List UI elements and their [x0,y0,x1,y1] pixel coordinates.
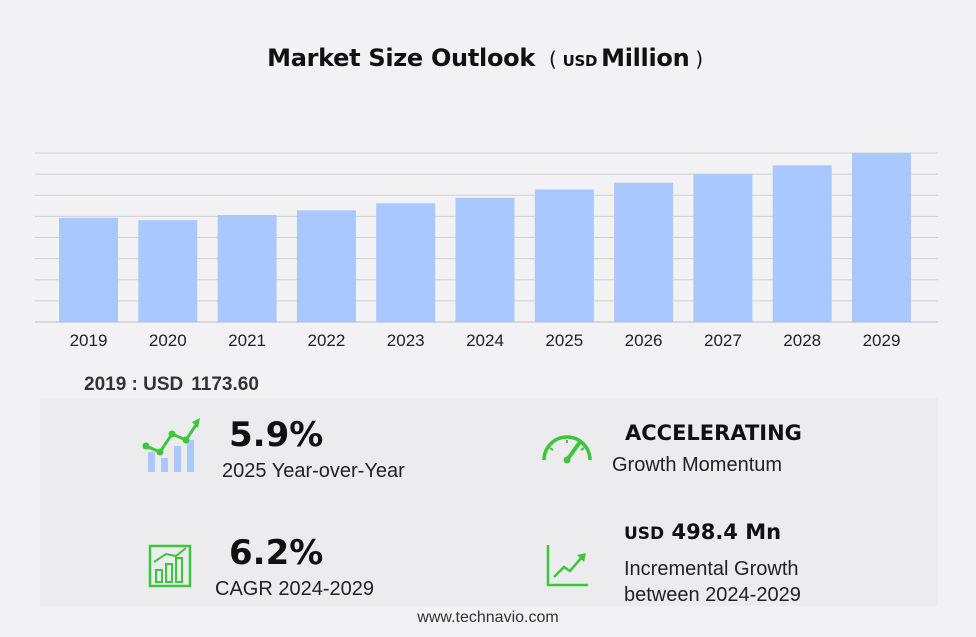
bar-2021 [217,215,277,322]
tick-label-2027: 2027 [704,331,742,350]
bar-2022 [296,210,356,322]
yoy-label: 2025 Year-over-Year [222,460,405,482]
tick-label-2025: 2025 [545,331,583,350]
cagr-value: 6.2% [229,533,324,573]
bar-2026 [614,182,674,322]
unit-close-paren: ) [695,47,703,71]
incremental-prefix: USD [624,524,665,544]
momentum-value: ACCELERATING [625,421,802,445]
tick-label-2019: 2019 [70,331,108,350]
unit-open-paren: ( [549,47,557,71]
base-year-label: 2019 : USD [84,374,184,395]
bar-2023 [376,203,436,322]
incremental-label-line2: between 2024-2029 [624,584,801,606]
bar-2028 [772,165,832,322]
trend-line-icon [546,545,588,587]
tick-label-2023: 2023 [387,331,425,350]
tick-label-2020: 2020 [149,331,187,350]
incremental-value: USD 498.4 Mn [624,520,781,544]
bars [59,153,911,322]
speedometer-icon [542,435,592,464]
bar-growth-icon [148,544,192,588]
chart-title: Market Size Outlook ( USD Million) [0,44,976,72]
bar-2027 [693,174,753,322]
tick-label-2022: 2022 [307,331,345,350]
base-year-value: 2019 : USD 1173.60 [84,374,259,396]
title-text: Market Size Outlook [267,44,535,72]
bar-2019 [59,217,118,322]
footer-site: www.technavio.com [417,609,559,626]
growth-chart-icon [142,418,200,472]
unit-prefix: USD [562,52,598,70]
bar-2029 [852,153,911,322]
tick-label-2021: 2021 [228,331,266,350]
unit-label: Million [601,44,690,72]
bar-2024 [455,197,515,322]
tick-label-2024: 2024 [466,331,504,350]
incremental-number: 498.4 Mn [671,520,782,544]
bar-2020 [138,220,198,322]
momentum-label: Growth Momentum [612,454,783,476]
tick-label-2026: 2026 [625,331,663,350]
incremental-label-line1: Incremental Growth [624,558,799,580]
tick-label-2029: 2029 [863,331,901,350]
bar-chart: 2019 2020 2021 2022 2023 2024 2025 2026 2027 2028… [35,152,938,350]
cagr-label: CAGR 2024-2029 [215,578,374,600]
bar-2025 [534,189,594,322]
tick-label-2028: 2028 [783,331,821,350]
yoy-value: 5.9% [229,415,324,455]
x-tick-labels: 2019 2020 2021 2022 2023 2024 2025 2026 2027 2028… [70,331,901,350]
base-year-number: 1173.60 [191,374,259,395]
